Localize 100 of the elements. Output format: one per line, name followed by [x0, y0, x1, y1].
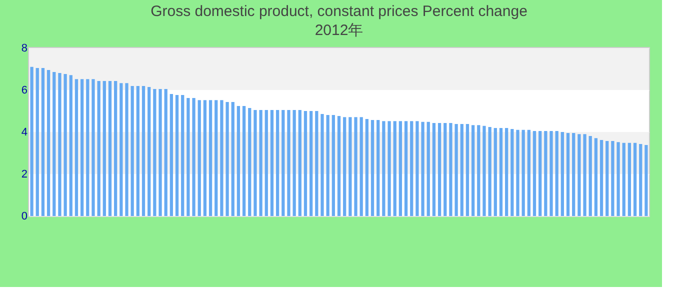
bar: [622, 142, 626, 216]
bar: [276, 110, 280, 216]
bar: [320, 114, 324, 216]
bar: [80, 79, 84, 216]
bar: [606, 141, 609, 216]
bar: [120, 83, 123, 216]
bar: [136, 86, 140, 216]
bar: [69, 75, 72, 216]
bar: [292, 110, 296, 216]
bar: [214, 100, 218, 216]
bar: [639, 144, 642, 216]
bar: [527, 130, 530, 216]
bar: [454, 124, 458, 216]
bar: [52, 72, 56, 216]
bar: [108, 80, 112, 216]
bar: [404, 121, 408, 216]
bar: [616, 142, 620, 216]
bar: [393, 121, 396, 216]
bar: [488, 126, 492, 216]
bar: [594, 138, 598, 216]
bar: [242, 106, 246, 216]
bar: [410, 121, 414, 216]
bar: [231, 102, 234, 216]
bar: [304, 111, 308, 216]
bar: [102, 80, 106, 216]
bar: [254, 110, 257, 216]
bar: [58, 72, 62, 216]
bar: [398, 121, 402, 216]
bar: [130, 86, 134, 216]
bar: [186, 98, 190, 216]
bar: [426, 122, 430, 216]
bar: [170, 94, 174, 216]
y-tick-label: 4: [21, 126, 28, 138]
bar: [516, 130, 520, 216]
bar: [449, 122, 452, 216]
bar: [164, 88, 168, 216]
bar: [370, 120, 374, 216]
bar: [337, 116, 341, 216]
bar: [287, 110, 290, 216]
y-tick-label: 0: [21, 210, 28, 222]
bar: [41, 68, 45, 216]
bar: [555, 130, 558, 216]
bar: [282, 110, 285, 216]
bar: [600, 140, 604, 216]
bar: [550, 130, 553, 216]
bar: [510, 129, 514, 216]
bar: [298, 110, 302, 216]
bar: [92, 79, 95, 216]
bar: [365, 118, 368, 216]
bar: [343, 117, 346, 216]
bar: [220, 100, 224, 216]
bar: [360, 117, 363, 216]
bar: [208, 100, 212, 216]
bar: [376, 120, 380, 216]
bar: [382, 121, 386, 216]
bar: [203, 100, 207, 216]
bar: [158, 88, 162, 216]
bar: [444, 122, 447, 216]
bar: [566, 133, 570, 216]
bar: [181, 95, 184, 216]
bar: [354, 117, 358, 216]
bar: [644, 145, 648, 216]
bar: [466, 124, 470, 216]
bar: [310, 111, 313, 216]
bar: [538, 130, 542, 216]
bar: [477, 125, 480, 216]
bar: [326, 114, 330, 216]
bar: [348, 117, 352, 216]
bar: [36, 68, 39, 216]
bar: [86, 79, 90, 216]
bar: [460, 124, 464, 216]
bar: [153, 88, 156, 216]
y-tick-label: 8: [21, 42, 28, 54]
bar: [236, 106, 240, 216]
bar: [125, 83, 128, 216]
bar: [416, 121, 419, 216]
bar: [578, 134, 581, 216]
bar: [64, 74, 67, 216]
chart-title: Gross domestic product, constant prices Percent change: [150, 3, 528, 20]
bar: [114, 80, 118, 216]
bar: [494, 128, 497, 216]
bar: [388, 121, 391, 216]
bar: [560, 132, 564, 216]
bar: [97, 80, 100, 216]
bar: [504, 128, 508, 216]
bar: [499, 128, 503, 216]
bar: [46, 70, 50, 216]
bar: [175, 95, 179, 216]
bar: [198, 100, 201, 216]
bar: [482, 126, 486, 216]
bar: [226, 102, 229, 216]
bar: [583, 134, 586, 216]
bar: [264, 110, 268, 216]
bar: [628, 142, 632, 216]
y-tick-label: 2: [21, 168, 28, 180]
bar: [30, 66, 34, 216]
bar: [471, 125, 475, 216]
bar: [259, 110, 262, 216]
bar: [588, 136, 592, 216]
bar: [315, 111, 318, 216]
